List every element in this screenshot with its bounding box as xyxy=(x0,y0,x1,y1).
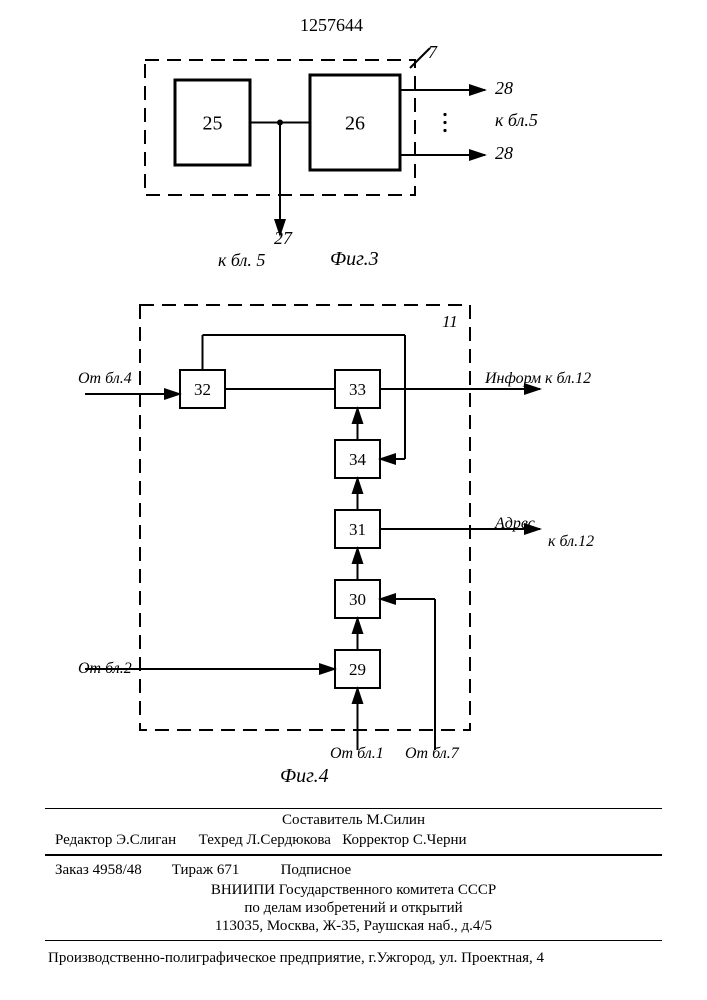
footer-rule-2 xyxy=(45,854,662,856)
footer-rule-1 xyxy=(45,808,662,809)
footer-org1: ВНИИПИ Государственного комитета СССР xyxy=(0,882,707,899)
diagrams-svg: 25 26 29 30 31 32 33 34 xyxy=(0,0,707,1000)
fig3-down-text: к бл. 5 xyxy=(218,250,265,271)
fig4-inform-to: к бл.12 xyxy=(545,370,591,388)
fig4-container-label: 11 xyxy=(442,312,458,332)
fig4-caption: Фиг.4 xyxy=(280,765,329,788)
fig4-from1: От бл.1 xyxy=(330,745,384,763)
fig3-container-label: 7 xyxy=(428,42,437,63)
fig3-right-text: к бл.5 xyxy=(495,110,538,131)
svg-text:32: 32 xyxy=(194,380,211,399)
svg-text:29: 29 xyxy=(349,660,366,679)
fig3-caption: Фиг.3 xyxy=(330,248,379,271)
footer-addr: 113035, Москва, Ж-35, Раушская наб., д.4… xyxy=(0,918,707,935)
fig3-out28-bot: 28 xyxy=(495,143,513,164)
fig4-addr-to: к бл.12 xyxy=(548,533,594,551)
fig4-addr: Адрес xyxy=(495,515,535,533)
footer-rule-3 xyxy=(45,940,662,941)
fig3-out27: 27 xyxy=(274,228,292,249)
fig4-from7: От бл.7 xyxy=(405,745,459,763)
fig4-from4: От бл.4 xyxy=(78,370,132,388)
footer-compiler: Составитель М.Силин xyxy=(0,812,707,829)
svg-text:33: 33 xyxy=(349,380,366,399)
svg-text:31: 31 xyxy=(349,520,366,539)
svg-text:26: 26 xyxy=(345,113,365,135)
footer-order: Заказ 4958/48 Тираж 671 Подписное xyxy=(55,862,351,879)
footer-org2: по делам изобретений и открытий xyxy=(0,900,707,917)
doc-number: 1257644 xyxy=(300,15,363,36)
fig4-inform: Информ xyxy=(485,370,541,388)
footer-printer: Производственно-полиграфическое предприя… xyxy=(48,950,544,967)
fig3-out28-top: 28 xyxy=(495,78,513,99)
svg-text:30: 30 xyxy=(349,590,366,609)
fig4-from2: От бл.2 xyxy=(78,660,132,678)
svg-text:34: 34 xyxy=(349,450,367,469)
footer-editors: Редактор Э.Слиган Техред Л.Сердюкова Кор… xyxy=(55,832,467,849)
svg-text:25: 25 xyxy=(203,113,223,135)
